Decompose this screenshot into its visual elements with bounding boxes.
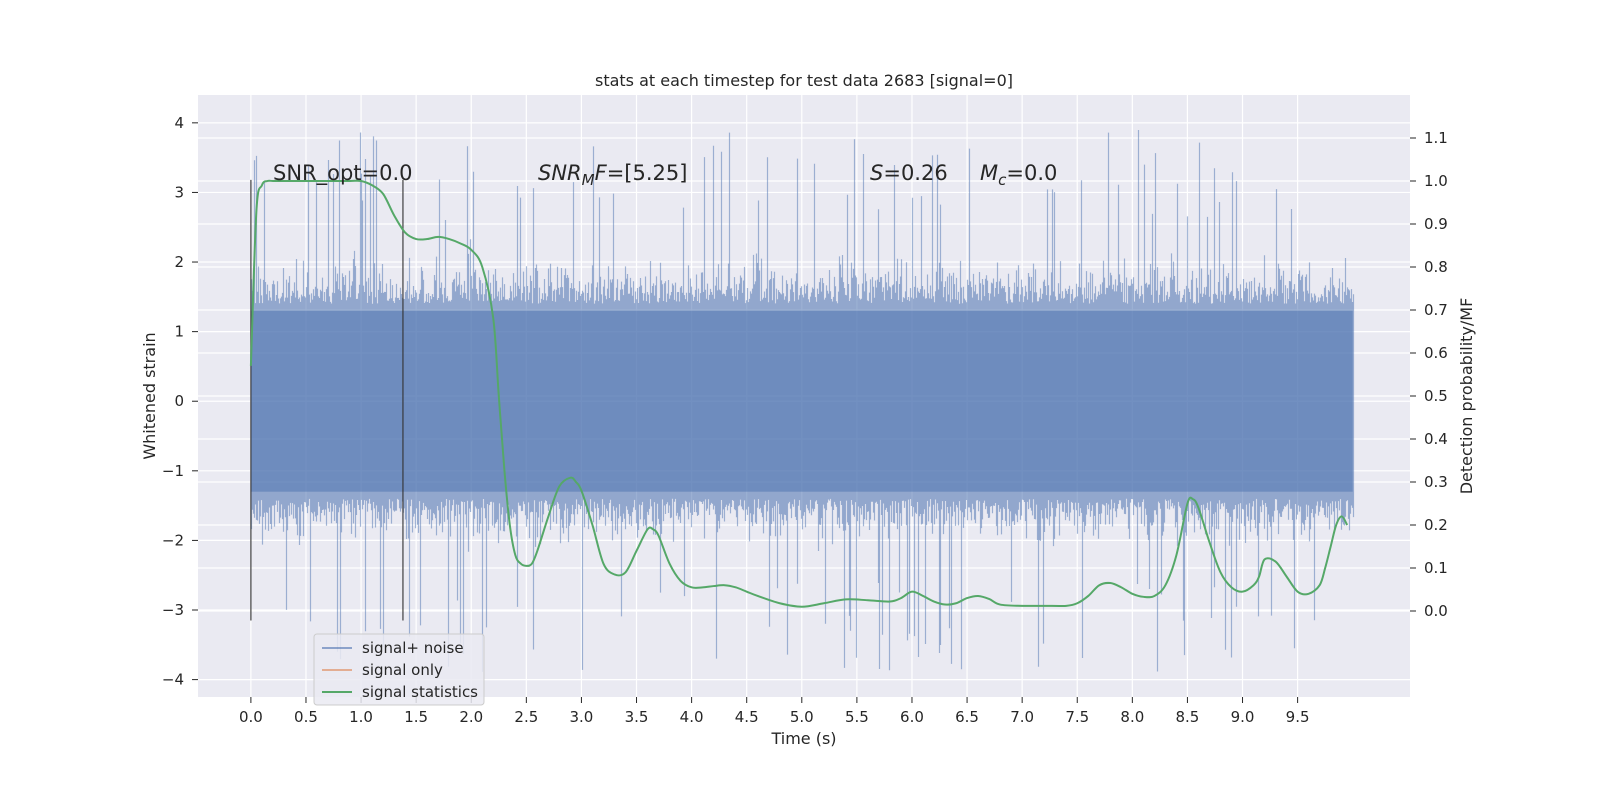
x-tick-label: 4.0 [680,708,704,726]
y2-tick-label: 0.9 [1424,215,1448,233]
annotation-snr-mf-f: F [595,161,608,185]
legend: signal+ noise signal only signal statist… [313,633,485,706]
annotation-snr-mf-snr: SNR [538,161,582,185]
x-tick-label: 2.5 [514,708,538,726]
annotation-mc: Mc=0.0 [980,161,1057,189]
y-tick-label: −4 [162,671,184,689]
y2-tick-label: 0.4 [1424,430,1448,448]
x-tick-label: 2.0 [459,708,483,726]
signal-noise-series [250,130,1355,672]
x-axis-label: Time (s) [770,729,836,748]
x-tick-label: 4.5 [735,708,759,726]
annotation-s-symbol: S [870,161,883,185]
annotation-mc-symbol: M [980,161,998,185]
annotation-mc-sub: c [998,171,1007,189]
x-tick-label: 5.0 [790,708,814,726]
x-tick-label: 0.0 [239,708,263,726]
annotation-mc-value: =0.0 [1006,161,1057,185]
vertical-markers [250,179,404,621]
y2-tick-label: 0.2 [1424,516,1448,534]
annotation-snr-mf: SNRMF=[5.25] [538,161,687,189]
y2-axis-label: Detection probability/MF [1457,298,1476,495]
signal-statistics-series [249,179,1349,608]
signal-statistics-line [249,179,1349,608]
y-axis-label: Whitened strain [140,332,159,459]
y-tick-label: 0 [174,392,184,410]
x-tick-label: 9.5 [1286,708,1310,726]
annotation-snr-mf-sub: M [582,171,595,189]
x-tick-label: 6.5 [955,708,979,726]
y-tick-label: 1 [174,323,184,341]
y-tick-label: −2 [162,531,184,549]
y2-tick-label: 0.8 [1424,258,1448,276]
axes: 0.0 0.5 1.0 1.5 2.0 2.5 3.0 3.5 4.0 4.5 5.0 5.5 6.0 6… [162,114,1448,726]
x-tick-label: 0.5 [294,708,318,726]
y2-tick-label: 0.3 [1424,473,1448,491]
y2-tick-label: 0.6 [1424,344,1448,362]
chart-title: stats at each timestep for test data 268… [595,71,1013,90]
y2-tick-label: 0.5 [1424,387,1448,405]
y2-tick-label: 0.7 [1424,301,1448,319]
annotation-snr-mf-value: =[5.25] [607,161,688,185]
y-tick-label: −3 [162,601,184,619]
x-tick-label: 1.5 [404,708,428,726]
x-tick-label: 8.0 [1120,708,1144,726]
x-tick-label: 6.0 [900,708,924,726]
x-tick-label: 7.0 [1010,708,1034,726]
y2-tick-label: 0.1 [1424,559,1448,577]
y2-tick-label: 0.0 [1424,602,1448,620]
annotation-s-value: =0.26 [883,161,947,185]
y-tick-label: 4 [174,114,184,132]
y-tick-label: 3 [174,183,184,201]
legend-label-signal-statistics: signal statistics [362,683,478,701]
legend-label-signal-noise: signal+ noise [362,639,464,657]
annotation-s: S=0.26 [870,161,948,185]
y2-tick-label: 1.1 [1424,129,1448,147]
x-tick-label: 5.5 [845,708,869,726]
legend-label-signal-only: signal only [362,661,443,679]
x-tick-label: 8.5 [1176,708,1200,726]
x-tick-label: 9.0 [1231,708,1255,726]
x-tick-label: 3.0 [570,708,594,726]
annotation-snr-opt: SNR_opt=0.0 [273,161,413,186]
legend-box [313,633,485,706]
y-tick-label: 2 [174,253,184,271]
x-tick-label: 7.5 [1065,708,1089,726]
x-tick-label: 1.0 [349,708,373,726]
y2-tick-label: 1.0 [1424,172,1448,190]
x-tick-label: 3.5 [625,708,649,726]
y-tick-label: −1 [162,462,184,480]
